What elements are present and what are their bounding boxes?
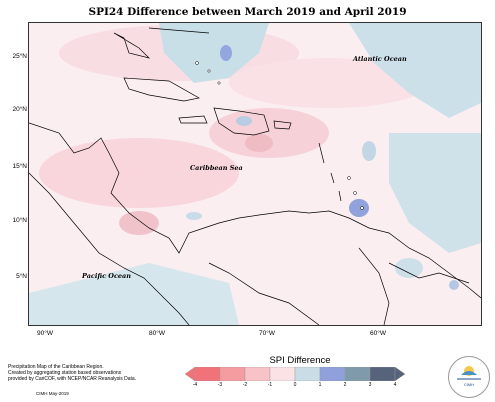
legend-tick: -2: [242, 382, 248, 388]
lon-label-90: 90°W: [37, 330, 53, 337]
lat-label-20: 20°N: [12, 106, 27, 113]
legend-tick: 2: [343, 382, 347, 388]
legend-tick: 4: [393, 382, 397, 388]
atlantic-ocean-label: Atlantic Ocean: [353, 55, 407, 63]
legend-tick: 0: [293, 382, 297, 388]
legend-title: SPI Difference: [269, 355, 331, 366]
cimh-logo-icon: [457, 366, 481, 380]
legend-tick: 1: [318, 382, 322, 388]
footer-line-2: Created by aggregating station based obs…: [8, 370, 122, 377]
cimh-logo: CIMH: [448, 356, 490, 398]
footer-line-3: provided by CariCOF, with NCEP/NCAR Rean…: [8, 376, 137, 383]
credit: CIMH May-2019: [36, 391, 69, 396]
lat-label-25: 25°N: [12, 53, 27, 60]
legend-tick: 3: [368, 382, 372, 388]
legend-tick: -1: [267, 382, 273, 388]
legend-colorbar: [185, 367, 405, 381]
lat-label-5: 5°N: [16, 273, 27, 280]
legend-tick: -3: [217, 382, 223, 388]
logo-text: CIMH: [463, 382, 475, 387]
lat-label-15: 15°N: [12, 163, 27, 170]
lon-label-80: 80°W: [149, 330, 165, 337]
footer-line-1: Precipitation Map of the Caribbean Regio…: [8, 364, 104, 370]
spi-map: [29, 23, 481, 325]
map-title: SPI24 Difference between March 2019 and …: [88, 6, 407, 18]
lon-label-70: 70°W: [259, 330, 275, 337]
lat-label-10: 10°N: [12, 217, 27, 224]
pacific-ocean-label: Pacific Ocean: [82, 272, 131, 280]
footer-notes: Precipitation Map of the Caribbean Regio…: [8, 364, 168, 383]
caribbean-sea-label: Caribbean Sea: [190, 164, 243, 172]
lon-label-60: 60°W: [370, 330, 386, 337]
legend-tick: -4: [192, 382, 198, 388]
map-frame: [28, 22, 482, 326]
